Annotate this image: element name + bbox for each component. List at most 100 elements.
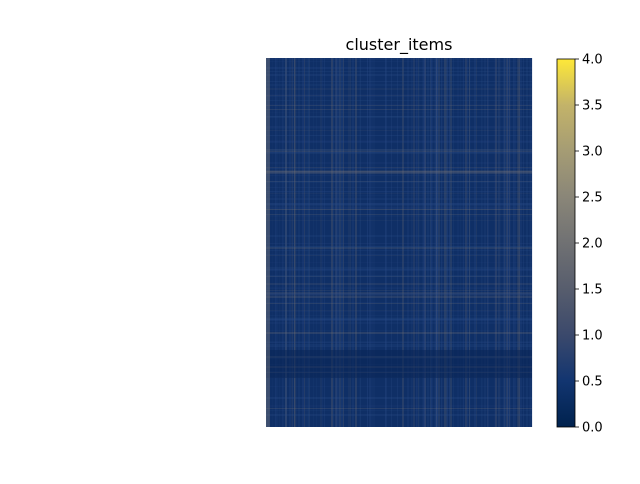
heatmap-row-streak [266, 235, 532, 237]
heatmap-column-streak [320, 58, 322, 427]
heatmap-column-streak [292, 58, 293, 427]
heatmap-row-streak [266, 126, 532, 128]
heatmap-image [266, 58, 533, 427]
heatmap-column-streak [294, 58, 295, 427]
heatmap-row-streak [266, 303, 532, 304]
heatmap-column-streak [424, 58, 425, 427]
heatmap-column-streak [307, 58, 309, 427]
heatmap-column-streak [411, 58, 412, 427]
heatmap-column-streak [498, 58, 500, 427]
heatmap-column-streak [495, 58, 497, 427]
heatmap-column-streak [509, 58, 511, 427]
heatmap-column-streak [514, 58, 516, 427]
heatmap-column-streak [333, 58, 334, 427]
colorbar-tick-label: 1.5 [582, 283, 603, 298]
heatmap-column-streak [291, 58, 292, 427]
heatmap-row-streak [266, 243, 532, 244]
heatmap-column-streak [277, 58, 278, 427]
heatmap-dark-band [266, 350, 532, 378]
heatmap-row-streak [266, 140, 532, 142]
heatmap-row-streak [266, 318, 532, 320]
heatmap-column-streak [282, 58, 284, 427]
heatmap-row-streak [266, 88, 532, 90]
heatmap-column-streak [425, 58, 426, 427]
heatmap-column-streak [335, 58, 337, 427]
heatmap-column-streak [276, 58, 277, 427]
heatmap-column-streak [506, 58, 508, 427]
heatmap-column-streak [520, 58, 522, 427]
heatmap-column-streak [418, 58, 419, 427]
heatmap-row-streak [266, 414, 532, 416]
colorbar-ticks: 0.0 0.5 1.0 1.5 2.0 2.5 3.0 3.5 4.0 [575, 53, 603, 436]
heatmap-row-streak [266, 410, 532, 411]
heatmap-row-streak [266, 150, 532, 151]
heatmap-column-streak [530, 58, 531, 427]
heatmap-column-streak [386, 58, 387, 427]
heatmap-row-streak [266, 116, 532, 117]
heatmap-row-streak [266, 94, 532, 96]
heatmap-column-streak [350, 58, 351, 427]
heatmap-column-streak [504, 58, 505, 427]
heatmap-column-streak [519, 58, 520, 427]
heatmap-column-streak [355, 58, 357, 427]
heatmap-row-streak [266, 330, 532, 331]
heatmap-column-streak [441, 58, 442, 427]
heatmap-row-streak [266, 246, 532, 248]
heatmap-column-streak [267, 58, 269, 427]
heatmap-column-streak [385, 58, 386, 427]
colorbar-tick-label: 0.0 [582, 421, 603, 436]
heatmap-column-streak [449, 58, 450, 427]
heatmap-column-streak [322, 58, 323, 427]
heatmap-column-streak [397, 58, 398, 427]
heatmap-column-streak [504, 58, 506, 427]
heatmap-column-streak [487, 58, 489, 427]
heatmap-column-streak [425, 58, 426, 427]
heatmap-row-streak [266, 209, 532, 210]
heatmap-column-streak [385, 58, 386, 427]
heatmap-column-streak [430, 58, 431, 427]
heatmap-column-streak [430, 58, 432, 427]
heatmap-row-streak [266, 71, 532, 72]
heatmap-row-streak [266, 247, 532, 249]
heatmap-column-streak [517, 58, 519, 427]
heatmap-row-streak [266, 96, 532, 97]
heatmap-column-streak [372, 58, 374, 427]
heatmap-column-streak [298, 58, 300, 427]
heatmap-column-streak [436, 58, 438, 427]
heatmap-column-streak [436, 58, 438, 427]
heatmap-row-streak [266, 288, 532, 289]
heatmap-column-streak [463, 58, 464, 427]
colorbar-tick-label: 2.5 [582, 191, 603, 206]
heatmap-column-streak [481, 58, 482, 427]
heatmap-column-streak [469, 58, 471, 427]
heatmap-column-streak [453, 58, 454, 427]
heatmap-column-streak [513, 58, 514, 427]
heatmap-column-streak [369, 58, 371, 427]
heatmap-column-streak [331, 58, 333, 427]
heatmap-row-streak [266, 254, 532, 255]
colorbar-tick-label: 1.0 [582, 329, 603, 344]
heatmap-column-streak [427, 58, 429, 427]
heatmap-column-streak [293, 58, 294, 427]
heatmap-row-streak [266, 405, 532, 407]
heatmap-row-streak [266, 255, 532, 256]
heatmap-row-streak [266, 109, 532, 110]
heatmap-column-streak [374, 58, 375, 427]
heatmap-column-streak [308, 58, 310, 427]
heatmap-row-streak [266, 215, 532, 217]
heatmap-column-streak [469, 58, 470, 427]
heatmap-row-streak [266, 152, 532, 154]
heatmap-column-streak [444, 58, 446, 427]
heatmap-column-streak [296, 58, 297, 427]
heatmap-row-streak [266, 203, 532, 205]
heatmap-row-streak [266, 193, 532, 194]
heatmap-column-streak [266, 58, 267, 427]
heatmap-column-streak [449, 58, 450, 427]
heatmap-row-streak [266, 112, 532, 113]
heatmap-row-streak [266, 287, 532, 289]
heatmap-row-streak [266, 292, 532, 294]
heatmap-column-streak [469, 58, 470, 427]
heatmap-row-streak [266, 386, 532, 387]
heatmap-column-streak [416, 58, 417, 427]
